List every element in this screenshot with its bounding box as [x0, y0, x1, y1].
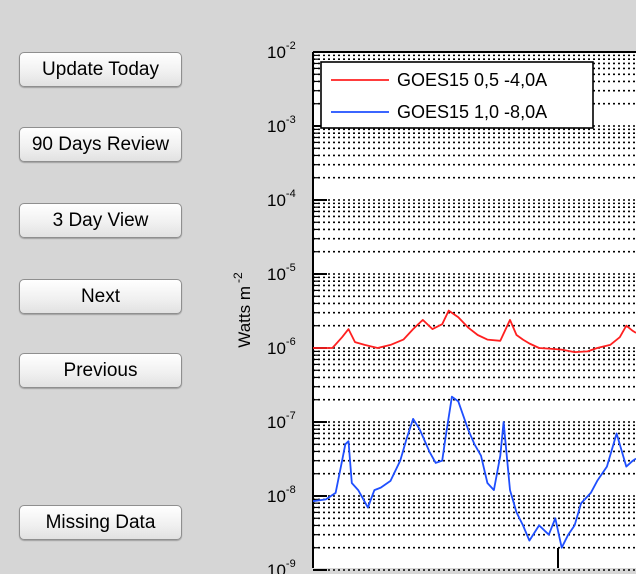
y-axis-label: Watts m-2	[231, 272, 254, 348]
y-tick-label: 10-2	[267, 40, 296, 62]
flux-plot: GOES15 0,5 -4,0A GOES15 1,0 -8,0A	[312, 51, 636, 571]
y-tick-label: 10-8	[267, 484, 296, 506]
missing-data-button[interactable]: Missing Data	[19, 505, 182, 540]
y-tick-label: 10-6	[267, 336, 296, 358]
previous-button[interactable]: Previous	[19, 353, 182, 388]
3-day-view-button[interactable]: 3 Day View	[19, 203, 182, 238]
legend-label-2: GOES15 1,0 -8,0A	[397, 102, 547, 122]
y-tick-label: 10-7	[267, 410, 296, 432]
flux-chart: GOES15 0,5 -4,0A GOES15 1,0 -8,0A	[312, 51, 636, 571]
y-axis-labels: Watts m-2 10-2 10-3 10-4 10-5 10-6 10-7 10-8 10…	[231, 40, 296, 574]
y-tick-label: 10-3	[267, 114, 296, 136]
legend-label-1: GOES15 0,5 -4,0A	[397, 70, 547, 90]
update-today-button[interactable]: Update Today	[19, 52, 182, 87]
series-line-1	[313, 309, 636, 354]
legend: GOES15 0,5 -4,0A GOES15 1,0 -8,0A	[320, 61, 594, 129]
y-tick-label: 10-9	[267, 558, 296, 574]
90-days-review-button[interactable]: 90 Days Review	[19, 127, 182, 162]
legend-box	[320, 61, 594, 129]
y-tick-label: 10-5	[267, 262, 296, 284]
series-line-2	[312, 395, 636, 549]
next-button[interactable]: Next	[19, 279, 182, 314]
y-tick-label: 10-4	[267, 188, 296, 210]
